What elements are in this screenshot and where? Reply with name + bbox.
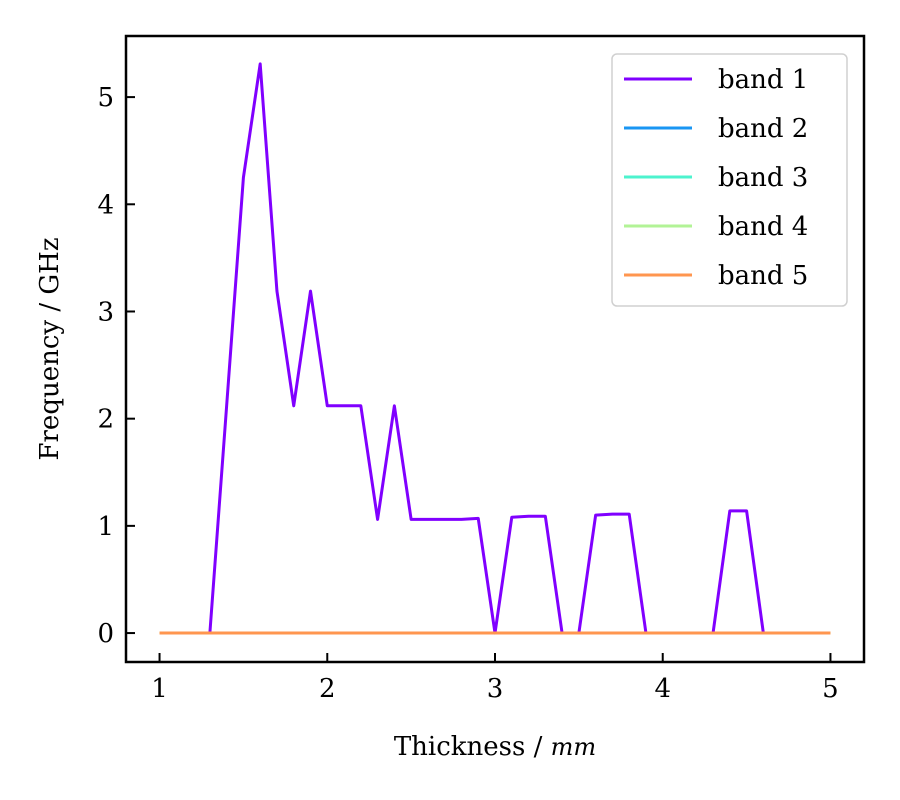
legend-items: band 1 band 2 band 3 band 4 band 5 <box>624 65 808 291</box>
y-tick-label: 4 <box>97 190 114 220</box>
y-tick-label: 1 <box>97 512 114 542</box>
x-tick-label: 2 <box>319 674 336 704</box>
legend-label-band-3: band 3 <box>718 163 808 193</box>
x-axis-label-unit: mm <box>551 733 597 761</box>
x-axis-label: Thickness / mm <box>394 732 596 762</box>
legend-label-band-1: band 1 <box>718 65 808 95</box>
x-axis-label-text: Thickness / <box>394 732 551 762</box>
legend: band 1 band 2 band 3 band 4 band 5 <box>611 53 848 307</box>
legend-label-band-4: band 4 <box>718 212 808 242</box>
y-axis-label: Frequency / GHz <box>35 237 65 460</box>
legend-label-band-2: band 2 <box>718 114 808 144</box>
x-tick-label: 4 <box>654 674 671 704</box>
x-tick-label: 3 <box>487 674 504 704</box>
legend-label-band-5: band 5 <box>718 261 808 291</box>
legend-box <box>611 53 848 307</box>
series-layer <box>159 62 831 635</box>
y-tick-label: 3 <box>97 297 114 327</box>
x-tick-label: 1 <box>151 674 168 704</box>
y-tick-label: 5 <box>97 83 114 113</box>
y-tick-label: 0 <box>97 619 114 649</box>
plot-frame <box>124 34 866 664</box>
ticks-layer: 1 2 3 4 5 0 1 2 3 4 5 <box>97 83 838 704</box>
x-tick-label: 5 <box>822 674 839 704</box>
y-tick-label: 2 <box>97 405 114 435</box>
